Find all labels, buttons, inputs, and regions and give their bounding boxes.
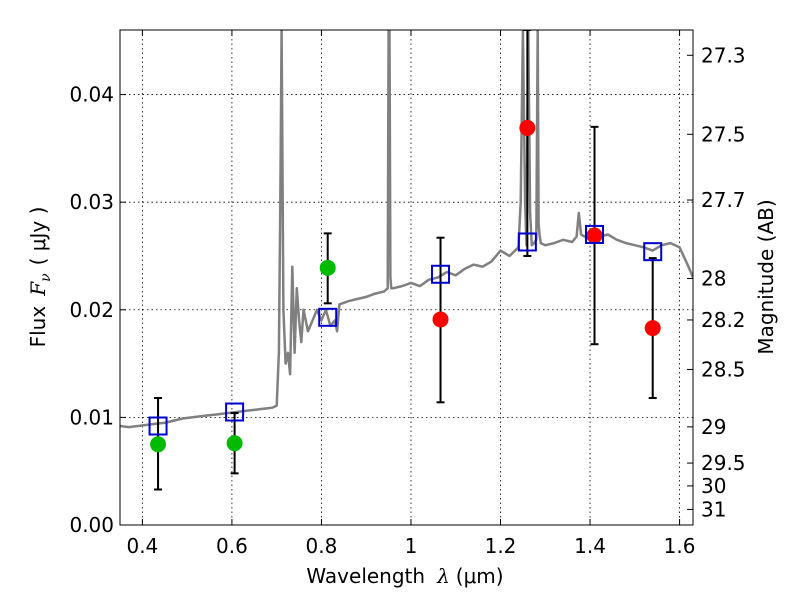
data-point-circle [226, 435, 243, 452]
x-axis-unit: (μm) [456, 564, 504, 588]
plot-area [120, 30, 693, 491]
y-axis-subscript: ν [38, 273, 54, 282]
x-tick-label: 0.4 [126, 534, 158, 558]
magnitude-tick-label: 28.5 [701, 357, 746, 381]
x-tick-label: 1.4 [574, 534, 606, 558]
data-point-square [148, 416, 168, 436]
data-point-square [225, 402, 245, 422]
data-point-square [585, 224, 605, 244]
data-point-circle [586, 227, 603, 244]
data-point-circle [150, 436, 167, 453]
x-tick-label: 0.8 [306, 534, 338, 558]
data-point-circle [644, 320, 661, 337]
data-point-square [318, 307, 338, 327]
y-tick-label: 0.02 [69, 298, 114, 322]
ticks [120, 30, 693, 526]
y-axis-label: Flux Fν ( μJy ) [26, 207, 54, 348]
magnitude-tick-label: 30 [701, 474, 726, 498]
grid [120, 30, 693, 526]
magnitude-tick-label: 29.5 [701, 451, 746, 475]
magnitude-tick-label: 28.2 [701, 308, 746, 332]
data-point-square [643, 242, 663, 262]
x-tick-label: 1.2 [485, 534, 517, 558]
data-point-square [517, 232, 537, 252]
x-tick-label: 1.6 [664, 534, 696, 558]
data-point-circle [319, 259, 336, 276]
y-tick-label: 0.01 [69, 405, 114, 429]
x-axis-label-text: Wavelength [306, 564, 425, 588]
x-tick-label: 1 [405, 534, 418, 558]
x-tick-labels: 0.4 0.6 0.8 1 1.2 1.4 1.6 [126, 534, 695, 558]
y-tick-label: 0.04 [69, 83, 114, 107]
data-point-circle [432, 311, 449, 328]
model-spectrum-line [120, 30, 693, 429]
magnitude-tick-label: 27.3 [701, 43, 746, 67]
magnitude-tick-label: 29 [701, 415, 726, 439]
x-axis-label: Wavelength λ (μm) [306, 564, 503, 588]
magnitude-tick-label: 28 [701, 266, 726, 290]
y-axis-label-text: Flux [26, 306, 50, 348]
magnitude-axis-label: Magnitude (AB) [754, 199, 778, 354]
magnitude-tick-label: 31 [701, 497, 726, 521]
magnitude-tick-label: 27.7 [701, 188, 746, 212]
magnitude-tick-label: 27.5 [701, 122, 746, 146]
data-point-square [431, 264, 451, 284]
y-tick-label: 0.03 [69, 190, 114, 214]
x-axis-symbol: λ [436, 564, 450, 588]
y-axis-symbol: F [26, 281, 50, 297]
data-markers [148, 119, 663, 453]
x-tick-label: 0.6 [216, 534, 248, 558]
y-tick-label: 0.00 [69, 513, 114, 537]
y-tick-labels: 0.00 0.01 0.02 0.03 0.04 [69, 83, 114, 537]
data-point-circle [519, 119, 536, 136]
y-axis-unit: ( μJy ) [26, 207, 50, 266]
plot-frame [119, 29, 694, 526]
